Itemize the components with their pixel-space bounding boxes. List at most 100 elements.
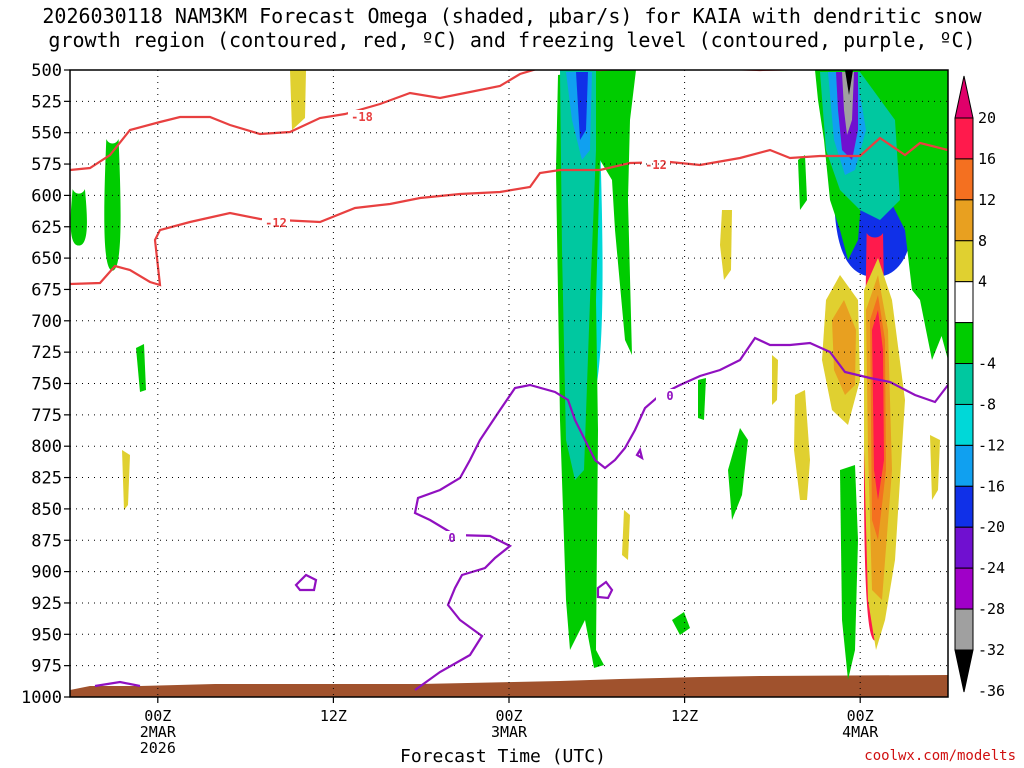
y-tick-label-925: 925 xyxy=(31,594,62,614)
snow-growth-ascent-1 xyxy=(70,189,87,246)
freezing-contour-5 xyxy=(635,447,644,461)
colorbar-bin-12 xyxy=(954,608,974,651)
y-tick-label-650: 650 xyxy=(31,249,62,269)
y-tick-label-525: 525 xyxy=(31,92,62,112)
colorbar-label-3: 8 xyxy=(978,232,987,250)
colorbar-bin-8 xyxy=(954,444,974,487)
colorbar-bin-0 xyxy=(954,117,974,160)
ascent-4mar-black xyxy=(845,70,853,95)
colorbar-top-arrow xyxy=(954,75,974,119)
title-line-2: growth region (contoured, red, ºC) and f… xyxy=(48,28,976,52)
colorbar-label-11: -28 xyxy=(978,600,1005,618)
freezing-contour-3 xyxy=(294,573,318,592)
ascent-edge xyxy=(938,70,948,360)
dgz-label-neg12-upper-bg xyxy=(642,158,670,171)
ascent-4mar-grey xyxy=(842,72,854,135)
colorbar-label-6: -8 xyxy=(978,395,996,413)
subsidence-orange-1 xyxy=(832,300,856,395)
ascent-small-5 xyxy=(698,378,706,420)
y-tick-label-625: 625 xyxy=(31,218,62,238)
colorbar-label-4: 4 xyxy=(978,273,987,291)
y-tick-label-675: 675 xyxy=(31,280,62,300)
x-tick-label-3: 12Z xyxy=(671,707,698,725)
y-tick-label-825: 825 xyxy=(31,469,62,489)
x-tick-sublabel-0: 2MAR xyxy=(140,723,177,741)
dgz-label-neg12-lower-bg xyxy=(262,216,290,229)
y-tick-label-775: 775 xyxy=(31,406,62,426)
dgz-label-neg12-upper: -12 xyxy=(645,158,667,172)
ascent-3mar-teal xyxy=(560,70,596,480)
colorbar-bin-1 xyxy=(954,158,974,201)
ascent-small-4 xyxy=(136,344,146,392)
colorbar-label-12: -32 xyxy=(978,641,1005,659)
freezing-label-left-bg xyxy=(438,531,466,544)
freezing-contour-2 xyxy=(413,336,948,691)
dgz-contour-3 xyxy=(70,136,948,287)
y-tick-label-725: 725 xyxy=(31,343,62,363)
y-tick-label-1000: 1000 xyxy=(21,688,62,708)
colorbar-label-7: -12 xyxy=(978,436,1005,454)
y-tick-label-850: 850 xyxy=(31,500,62,520)
y-tick-label-800: 800 xyxy=(31,437,62,457)
chart-title: 2026030118 NAM3KM Forecast Omega (shaded… xyxy=(0,4,1024,52)
y-tick-label-750: 750 xyxy=(31,375,62,395)
x-tick-label-1: 12Z xyxy=(320,707,347,725)
x-axis-label: Forecast Time (UTC) xyxy=(400,746,606,767)
colorbar-bin-7 xyxy=(954,403,974,446)
y-tick-label-875: 875 xyxy=(31,531,62,551)
colorbar-bin-3 xyxy=(954,240,974,283)
colorbar-bin-2 xyxy=(954,199,974,242)
subsidence-small-1 xyxy=(720,210,732,280)
colorbar-label-8: -16 xyxy=(978,477,1005,495)
freezing-contour-1 xyxy=(94,680,141,688)
x-tick-sublabel-4: 4MAR xyxy=(842,723,879,741)
dgz-label-neg18: -18 xyxy=(351,110,373,124)
colorbar-label-1: 16 xyxy=(978,150,996,168)
ascent-small-1 xyxy=(728,428,748,520)
credit-link[interactable]: coolwx.com/modelts xyxy=(864,748,1016,764)
colorbar-bin-6 xyxy=(954,363,974,405)
colorbar-bin-5 xyxy=(954,322,974,365)
x-tick-label-4: 00Z xyxy=(847,707,874,725)
colorbar-label-9: -20 xyxy=(978,518,1005,536)
colorbar-bin-11 xyxy=(954,567,974,610)
title-line-1: 2026030118 NAM3KM Forecast Omega (shaded… xyxy=(42,4,982,28)
colorbar-label-13: -36 xyxy=(978,682,1005,700)
colorbar-label-10: -24 xyxy=(978,559,1005,577)
y-tick-label-550: 550 xyxy=(31,124,62,144)
ascent-small-3 xyxy=(672,612,690,635)
axes: 500 525 550 575 600 625 650 675 700 725 750 775 800 8… xyxy=(21,61,879,757)
x-tick-label-0: 00Z xyxy=(144,707,171,725)
y-tick-label-500: 500 xyxy=(31,61,62,81)
y-tick-label-975: 975 xyxy=(31,657,62,677)
x-tick-sublabel-2: 3MAR xyxy=(491,723,528,741)
x-tick-label-2: 00Z xyxy=(495,707,522,725)
colorbar-label-5: -4 xyxy=(978,355,996,373)
colorbar: 20 16 12 8 4 -4 -8 -12 -16 -20 -24 -28 -32 -36 xyxy=(954,75,1005,700)
colorbar-label-0: 20 xyxy=(978,109,996,127)
freezing-label-right: 0 xyxy=(666,389,673,403)
colorbar-label-2: 12 xyxy=(978,191,996,209)
subsidence-core xyxy=(872,310,884,500)
ascent-4mar-lower xyxy=(840,465,858,680)
dgz-label-neg12-lower: -12 xyxy=(265,216,287,230)
y-tick-label-900: 900 xyxy=(31,563,62,583)
ascent-3mar-core xyxy=(576,72,588,140)
freezing-label-right-bg xyxy=(656,389,684,402)
y-tick-label-950: 950 xyxy=(31,625,62,645)
colorbar-bin-10 xyxy=(954,526,974,569)
subsidence-small-2 xyxy=(794,390,810,500)
grid xyxy=(70,70,948,697)
freezing-label-left: 0 xyxy=(448,531,455,545)
colorbar-bin-9 xyxy=(954,485,974,528)
x-tick-year-0: 2026 xyxy=(140,739,176,757)
plot-area: -18 -12 -12 0 0 xyxy=(70,70,948,697)
colorbar-bottom-arrow xyxy=(954,649,974,693)
freezing-contour-4 xyxy=(596,580,614,600)
subsidence-small-4 xyxy=(122,450,130,510)
colorbar-bin-4 xyxy=(954,281,974,324)
ascent-small-2 xyxy=(798,155,807,210)
y-tick-label-600: 600 xyxy=(31,186,62,206)
y-tick-label-575: 575 xyxy=(31,155,62,175)
